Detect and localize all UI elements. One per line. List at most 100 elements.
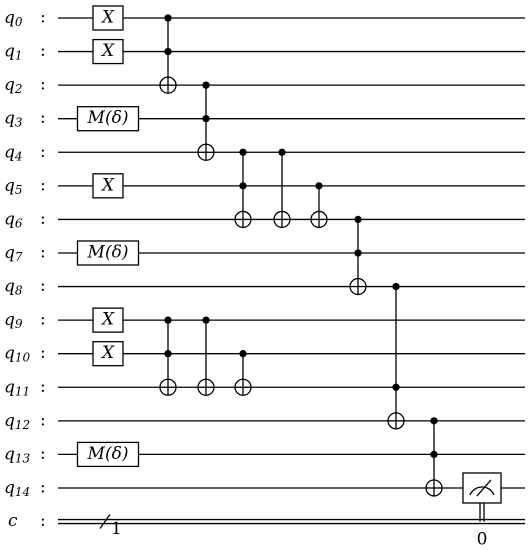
gate-label: X xyxy=(100,41,115,61)
qubit-label: q7 xyxy=(4,242,23,263)
register-width: 1 xyxy=(111,519,122,539)
qubit-index: 14 xyxy=(15,484,30,498)
qubit-index: 0 xyxy=(15,15,23,29)
qubit-index: 1 xyxy=(15,48,23,62)
separator: : xyxy=(40,142,46,162)
control-dot xyxy=(430,417,438,425)
qubit-name: q xyxy=(4,343,15,363)
qubit-index: 12 xyxy=(15,417,30,431)
control-dot xyxy=(164,47,172,56)
separator: : xyxy=(40,511,46,531)
control-dot xyxy=(354,249,362,257)
qubit-name: q xyxy=(4,8,15,28)
qubit-index: 9 xyxy=(15,317,23,331)
gate-label: X xyxy=(100,343,115,363)
meter-arc xyxy=(469,486,495,496)
classical-label: c xyxy=(8,511,18,531)
separator: : xyxy=(40,477,46,497)
gate-label: M(δ) xyxy=(87,242,129,262)
control-dot xyxy=(202,316,210,324)
bundle-slash xyxy=(99,514,111,529)
qubit-label: q9 xyxy=(4,310,23,331)
qubit-label: q12 xyxy=(4,410,30,431)
qubit-name: q xyxy=(4,175,15,195)
gate-box xyxy=(92,341,124,367)
control-dot xyxy=(164,350,172,358)
control-dot xyxy=(164,14,172,22)
separator: : xyxy=(40,75,46,95)
qubit-name: q xyxy=(4,477,15,497)
qubit-label: q1 xyxy=(4,41,23,62)
separator: : xyxy=(40,410,46,430)
separator: : xyxy=(40,8,46,28)
qubit-label: q11 xyxy=(4,377,30,398)
control-dot xyxy=(239,350,247,358)
measure-box xyxy=(462,472,502,504)
qubit-name: q xyxy=(4,209,15,229)
measure-bit: 0 xyxy=(477,530,488,550)
qubit-index: 4 xyxy=(14,149,23,163)
qubit-label: q3 xyxy=(4,108,23,129)
control-dot xyxy=(239,148,247,156)
qubit-label: q10 xyxy=(4,343,31,364)
gate-box xyxy=(92,38,124,65)
qubit-label: q5 xyxy=(4,175,23,196)
separator: : xyxy=(40,175,46,195)
separator: : xyxy=(40,444,46,464)
qubit-name: q xyxy=(4,377,15,397)
qubit-index: 2 xyxy=(14,82,23,96)
qubit-name: q xyxy=(4,142,15,162)
control-dot xyxy=(315,182,323,190)
control-dot xyxy=(392,282,400,291)
separator: : xyxy=(40,310,46,330)
qubit-label: q0 xyxy=(4,8,23,29)
control-dot xyxy=(239,182,247,190)
qubit-label: q14 xyxy=(4,477,30,498)
qubit-index: 13 xyxy=(15,451,31,465)
separator: : xyxy=(40,343,46,363)
qubit-label: q6 xyxy=(4,209,23,230)
control-dot xyxy=(430,450,438,459)
gate-box xyxy=(76,106,140,132)
control-dot xyxy=(354,215,362,224)
meter-needle xyxy=(476,479,492,497)
gate-box xyxy=(92,173,124,199)
gate-box xyxy=(92,307,124,333)
control-dot xyxy=(164,316,172,324)
qubit-index: 5 xyxy=(15,182,23,196)
qubit-name: q xyxy=(4,41,15,61)
qubit-index: 6 xyxy=(15,216,23,230)
gate-label: M(δ) xyxy=(87,444,129,464)
control-dot xyxy=(202,115,210,123)
control-dot xyxy=(202,81,210,89)
qubit-name: q xyxy=(4,310,15,330)
gate-label: X xyxy=(100,8,115,28)
qubit-label: q8 xyxy=(4,276,23,297)
separator: : xyxy=(40,242,46,262)
qubit-name: q xyxy=(4,276,15,296)
qubit-label: q13 xyxy=(4,444,31,465)
separator: : xyxy=(40,41,46,61)
qubit-index: 10 xyxy=(15,350,31,364)
qubit-name: q xyxy=(4,444,15,464)
control-dot xyxy=(278,148,286,156)
qubit-name: q xyxy=(4,108,15,128)
gate-label: X xyxy=(100,175,115,195)
gate-label: M(δ) xyxy=(87,108,129,128)
qubit-index: 11 xyxy=(15,384,30,398)
qubit-name: q xyxy=(4,75,15,95)
gate-box xyxy=(76,240,140,266)
qubit-name: q xyxy=(4,410,15,430)
gate-box xyxy=(92,5,124,31)
gate-box xyxy=(76,441,140,468)
control-dot xyxy=(392,383,400,391)
qubit-index: 7 xyxy=(15,249,23,263)
gate-label: X xyxy=(100,310,115,330)
separator: : xyxy=(40,377,46,397)
separator: : xyxy=(40,276,46,296)
qubit-index: 8 xyxy=(15,283,23,297)
qubit-label: q2 xyxy=(4,75,23,96)
qubit-label: q4 xyxy=(4,142,23,163)
separator: : xyxy=(40,108,46,128)
